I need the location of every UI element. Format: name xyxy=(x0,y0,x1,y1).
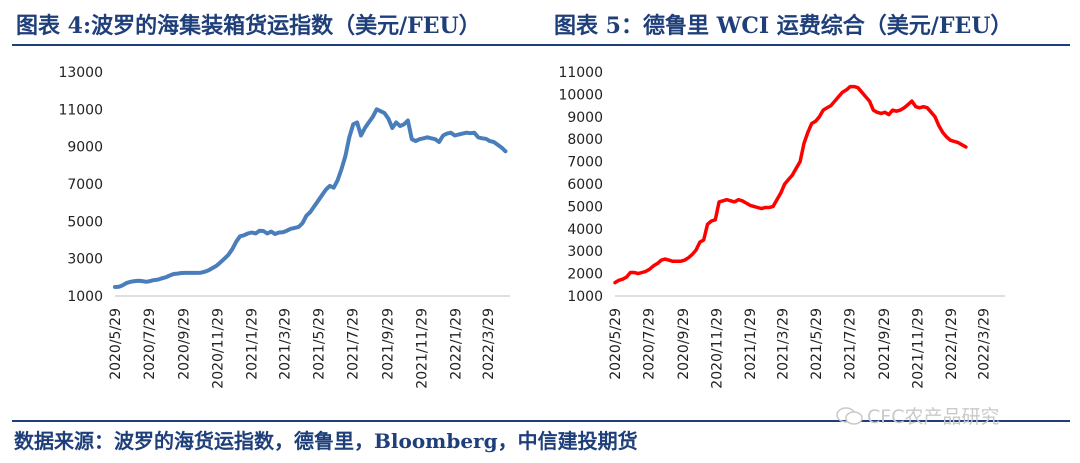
y-tick-label: 6000 xyxy=(567,177,603,193)
x-tick-label: 2022/1/29 xyxy=(448,308,464,380)
x-tick-label: 2022/1/29 xyxy=(944,308,960,380)
x-tick-label: 2021/11/29 xyxy=(910,308,926,389)
y-tick-label: 2000 xyxy=(567,267,603,283)
y-tick-label: 3000 xyxy=(567,244,603,260)
header: 图表 4:波罗的海集装箱货运指数（美元/FEU） 图表 5：德鲁里 WCI 运费… xyxy=(0,0,1080,50)
y-tick-label: 9000 xyxy=(567,110,603,126)
y-tick-label: 4000 xyxy=(567,222,603,238)
y-tick-label: 8000 xyxy=(567,132,603,148)
x-tick-label: 2020/5/29 xyxy=(608,308,624,380)
wci-chart: 1000 2000 3000 4000 5000 6000 7000 8000 9000 1000… xyxy=(558,65,1005,389)
x-tick-label: 2021/5/29 xyxy=(809,308,825,380)
wechat-icon xyxy=(836,406,863,425)
series-line xyxy=(113,107,508,289)
x-tick-label: 2021/3/29 xyxy=(775,308,791,380)
x-tick-label: 2020/9/29 xyxy=(676,308,692,380)
header-divider xyxy=(12,44,1070,46)
y-tick-label: 11000 xyxy=(58,102,103,118)
x-tick-label: 2022/3/29 xyxy=(977,308,993,380)
y-tick-label: 3000 xyxy=(67,252,103,268)
x-tick-label: 2021/5/29 xyxy=(312,308,328,380)
y-tick-label: 7000 xyxy=(567,155,603,171)
watermark-text: CFC农产品研究 xyxy=(867,406,1000,428)
baltic-index-chart: 1000 3000 5000 7000 9000 11000 13000 2020/5/29 2… xyxy=(58,65,510,389)
y-tick-label: 7000 xyxy=(67,177,103,193)
x-tick-label: 2020/7/29 xyxy=(642,308,658,380)
x-tick-label: 2021/1/29 xyxy=(245,308,261,380)
x-tick-label: 2020/11/29 xyxy=(211,308,227,389)
right-chart-title: 图表 5：德鲁里 WCI 运费综合（美元/FEU） xyxy=(554,13,1013,39)
x-tick-label: 2021/7/29 xyxy=(843,308,859,380)
x-tick-label: 2022/3/29 xyxy=(481,308,497,380)
left-chart-title: 图表 4:波罗的海集装箱货运指数（美元/FEU） xyxy=(16,13,481,39)
x-tick-label: 2020/11/29 xyxy=(709,308,725,389)
x-tick-label: 2020/9/29 xyxy=(177,308,193,380)
y-tick-label: 11000 xyxy=(558,65,603,81)
x-tick-label: 2021/9/29 xyxy=(877,308,893,380)
y-tick-label: 1000 xyxy=(67,289,103,305)
x-tick-label: 2021/3/29 xyxy=(278,308,294,380)
footer-divider xyxy=(12,420,1070,422)
y-tick-label: 1000 xyxy=(567,289,603,305)
x-tick-label: 2020/5/29 xyxy=(108,308,124,380)
x-tick-label: 2021/1/29 xyxy=(743,308,759,380)
y-tick-label: 5000 xyxy=(567,199,603,215)
y-tick-label: 9000 xyxy=(67,140,103,156)
source-note: 数据来源：波罗的海货运指数，德鲁里，Bloomberg，中信建投期货 xyxy=(14,429,638,453)
x-tick-label: 2021/7/29 xyxy=(346,308,362,380)
y-tick-label: 10000 xyxy=(558,87,603,103)
x-tick-label: 2021/11/29 xyxy=(414,308,430,389)
y-tick-label: 5000 xyxy=(67,214,103,230)
x-tick-label: 2021/9/29 xyxy=(380,308,396,380)
x-tick-label: 2020/7/29 xyxy=(142,308,158,380)
watermark: CFC农产品研究 xyxy=(835,402,999,429)
series-line xyxy=(613,84,968,285)
y-tick-label: 13000 xyxy=(58,65,103,81)
